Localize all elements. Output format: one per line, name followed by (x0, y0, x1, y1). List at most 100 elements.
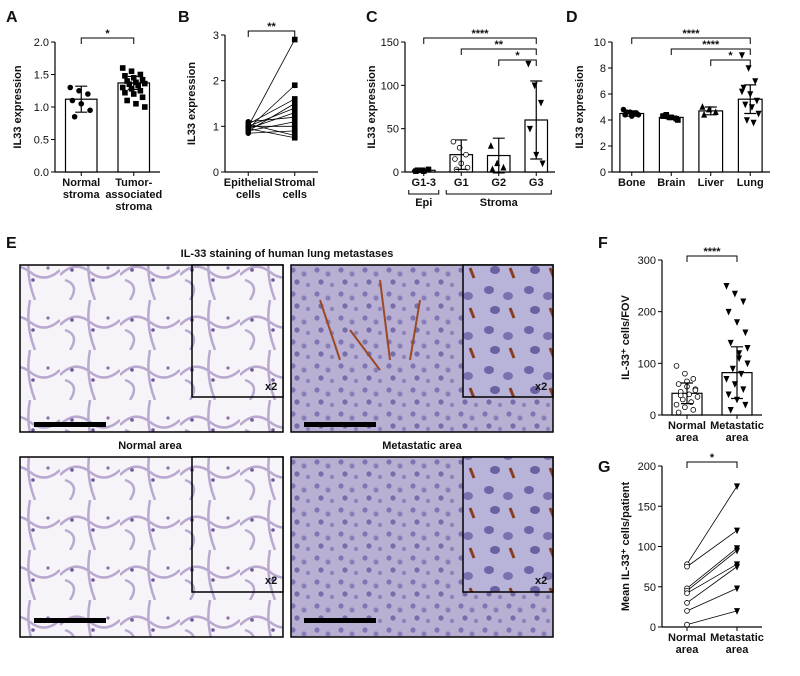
pair-line (248, 107, 295, 127)
image-title: IL-33 staining of human lung metastases (181, 248, 394, 260)
point (414, 167, 421, 174)
pair-line (686, 547, 738, 589)
bar (698, 110, 724, 173)
x-tick-line: Normal (668, 420, 706, 432)
x-tick-line: Brain (657, 177, 685, 189)
x-tick-label: Liver (698, 177, 725, 189)
pair-line (686, 550, 738, 592)
point (694, 394, 701, 400)
point (291, 109, 298, 116)
point (753, 97, 760, 105)
pair-line (686, 530, 738, 567)
point (744, 360, 751, 368)
x-tick-line: area (676, 644, 700, 656)
significance-bracket (498, 59, 537, 66)
y-tick-label: 100 (381, 80, 399, 92)
point (525, 60, 532, 68)
x-tick-line: Metastatic (710, 420, 764, 432)
significance-bracket (460, 48, 537, 55)
point (291, 36, 298, 43)
point (733, 608, 741, 615)
significance-label: **** (703, 246, 721, 258)
y-tick-label: 300 (638, 255, 656, 267)
y-tick-label: 50 (387, 124, 399, 136)
x-tick-label: G2 (491, 177, 506, 189)
point (489, 165, 496, 173)
y-tick-label: 1.5 (34, 70, 49, 82)
y-tick-label: 100 (638, 358, 656, 370)
y-axis-label: Mean IL-33⁺ cells/patient (620, 482, 632, 612)
point (733, 483, 741, 490)
point (740, 386, 747, 394)
point (738, 370, 745, 378)
point (742, 329, 749, 337)
image-caption: Normal area (118, 440, 182, 452)
point (725, 391, 732, 399)
pair-line (247, 39, 296, 127)
pair-line (248, 128, 295, 139)
x-tick-label: G1 (454, 177, 469, 189)
point (743, 117, 750, 124)
significance-label: * (710, 452, 715, 464)
x-tick-label: Metastatic area (710, 632, 764, 656)
point (727, 407, 734, 414)
x-tick-line: Normal (668, 632, 706, 644)
y-tick-label: 0.0 (34, 167, 49, 179)
group-bracket (445, 190, 552, 195)
y-axis-label: IL33 expression (574, 65, 586, 148)
x-tick-label: Epithelial cells (224, 177, 273, 201)
x-tick-line: stroma (63, 189, 101, 201)
point (526, 125, 533, 133)
y-tick-label: 3 (213, 30, 219, 42)
y-axis-label: IL-33⁺ cells/FOV (620, 295, 632, 380)
x-tick-line: Stromal (274, 177, 315, 189)
significance-label: **** (702, 39, 720, 51)
point (128, 68, 135, 75)
point (245, 130, 252, 136)
y-axis-label: IL33 expression (12, 65, 24, 148)
significance-bracket (247, 30, 296, 37)
panel-letter: F (598, 235, 608, 252)
x-tick-line: area (726, 644, 750, 656)
bar (658, 116, 684, 173)
y-tick-label: 0 (213, 167, 219, 179)
significance-label: ** (267, 21, 276, 33)
point (745, 65, 752, 72)
x-tick-line: Lung (737, 177, 764, 189)
point (500, 163, 507, 171)
significance-bracket (710, 59, 751, 66)
image-caption: Metastatic area (382, 440, 462, 452)
point (675, 409, 682, 416)
point (124, 97, 130, 104)
point (69, 97, 76, 104)
x-tick-line: area (676, 432, 700, 444)
y-tick-label: 6 (600, 89, 606, 101)
y-tick-label: 2 (213, 76, 219, 88)
error-bar (492, 137, 505, 174)
point (133, 100, 139, 107)
point (452, 156, 458, 162)
panel-letter: C (366, 9, 378, 26)
y-tick-label: 50 (644, 582, 656, 594)
x-tick-line: Epithelial (224, 177, 273, 189)
zoom-label: x2 (535, 575, 547, 587)
significance-label: * (105, 28, 110, 40)
point (291, 100, 298, 107)
point (699, 103, 706, 110)
error-bar (417, 168, 430, 172)
point (731, 290, 738, 298)
point (684, 608, 690, 614)
point (690, 407, 697, 413)
point (740, 84, 747, 92)
y-tick-label: 0 (600, 167, 606, 179)
y-tick-label: 200 (638, 461, 656, 473)
significance-bracket (686, 461, 738, 468)
pair-line (248, 98, 295, 125)
x-tick-label: Brain (657, 177, 685, 189)
x-tick-label: Tumor-associated stroma (105, 177, 162, 213)
x-tick-label: Normal area (668, 420, 706, 444)
point (137, 87, 144, 94)
point (733, 527, 741, 535)
